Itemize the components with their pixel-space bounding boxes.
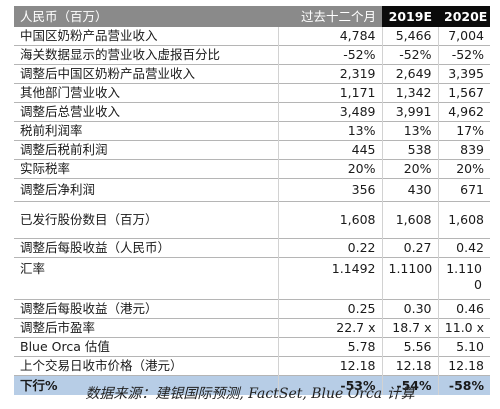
valuation-table: 人民币（百万） 过去十二个月 2019E 2020E 中国区奶粉产品营业收入 4… — [14, 6, 490, 395]
table-row: 已发行股份数目（百万） 1,608 1,608 1,608 — [14, 201, 490, 239]
cell-ttm: 1,171 — [277, 83, 382, 103]
cell-ttm: 0.22 — [277, 238, 382, 258]
cell-2020e: 11.0 x — [437, 318, 490, 338]
cell-2019e: -52% — [381, 45, 438, 65]
cell-2019e: 2,649 — [381, 64, 438, 84]
downside-2019e: -54% — [381, 375, 438, 395]
cell-2020e: 12.18 — [437, 356, 490, 376]
cell-2019e: 0.30 — [381, 299, 438, 319]
table-row: 上个交易日收市价格（港元） 12.18 12.18 12.18 — [14, 356, 490, 376]
cell-ttm: 20% — [277, 159, 382, 179]
cell-ttm: 13% — [277, 121, 382, 141]
table-row: 调整后每股收益（人民币） 0.22 0.27 0.42 — [14, 238, 490, 258]
cell-2020e: 7,004 — [437, 27, 490, 46]
table-row: 中国区奶粉产品营业收入 4,784 5,466 7,004 — [14, 27, 490, 46]
row-label: 中国区奶粉产品营业收入 — [20, 28, 158, 43]
cell-2020e: 1,567 — [437, 83, 490, 103]
cell-ttm: -52% — [277, 45, 382, 65]
row-label: Blue Orca 估值 — [20, 339, 110, 354]
cell-2019e: 20% — [381, 159, 438, 179]
row-label: 其他部门营业收入 — [20, 85, 121, 100]
cell-2020e: 1,608 — [437, 201, 490, 239]
header-currency: 人民币（百万） — [14, 6, 278, 27]
table-row: 海关数据显示的营业收入虚报百分比 -52% -52% -52% — [14, 45, 490, 65]
downside-2020e: -58% — [437, 375, 490, 395]
cell-2019e: 5,466 — [381, 27, 438, 46]
cell-2020e: 0.42 — [437, 238, 490, 258]
cell-ttm: 0.25 — [277, 299, 382, 319]
downside-row: 下行% -53% -54% -58% — [14, 375, 490, 395]
row-label: 调整后税前利润 — [20, 142, 108, 157]
cell-2020e: 20% — [437, 159, 490, 179]
cell-2019e: 13% — [381, 121, 438, 141]
row-label: 调整后净利润 — [20, 182, 96, 197]
cell-2020e: 4,962 — [437, 102, 490, 122]
row-label: 上个交易日收市价格（港元） — [20, 358, 183, 373]
cell-2019e: 1.1100 — [381, 257, 438, 300]
table-row: 实际税率 20% 20% 20% — [14, 159, 490, 179]
cell-ttm: 12.18 — [277, 356, 382, 376]
cell-2020e: 5.10 — [437, 337, 490, 357]
table-row: 调整后净利润 356 430 671 — [14, 178, 490, 202]
table-row: Blue Orca 估值 5.78 5.56 5.10 — [14, 337, 490, 357]
downside-ttm: -53% — [277, 375, 382, 395]
cell-2020e: 3,395 — [437, 64, 490, 84]
cell-2019e: 1,608 — [381, 201, 438, 239]
cell-ttm: 4,784 — [277, 27, 382, 46]
cell-ttm: 445 — [277, 140, 382, 160]
row-label: 汇率 — [20, 261, 46, 276]
header-2020e: 2020E — [438, 6, 490, 27]
header-2019e: 2019E — [382, 6, 438, 27]
cell-2020e: 839 — [437, 140, 490, 160]
cell-2020e: -52% — [437, 45, 490, 65]
table-row: 调整后中国区奶粉产品营业收入 2,319 2,649 3,395 — [14, 64, 490, 84]
row-label: 实际税率 — [20, 161, 71, 176]
header-row: 人民币（百万） 过去十二个月 2019E 2020E — [14, 6, 490, 27]
row-label: 已发行股份数目（百万） — [20, 212, 158, 227]
cell-2019e: 12.18 — [381, 356, 438, 376]
header-ttm: 过去十二个月 — [278, 6, 382, 27]
cell-ttm: 22.7 x — [277, 318, 382, 338]
cell-2020e: 1.1100 — [437, 257, 490, 300]
table-row: 汇率 1.1492 1.1100 1.1100 — [14, 257, 490, 300]
table-row: 调整后每股收益（港元） 0.25 0.30 0.46 — [14, 299, 490, 319]
cell-2019e: 3,991 — [381, 102, 438, 122]
cell-2020e: 0.46 — [437, 299, 490, 319]
row-label: 税前利润率 — [20, 123, 83, 138]
cell-2019e: 5.56 — [381, 337, 438, 357]
cell-2019e: 18.7 x — [381, 318, 438, 338]
source-note: 数据来源：建银国际预测, FactSet, Blue Orca 计算 — [85, 386, 415, 402]
cell-ttm: 1,608 — [277, 201, 382, 239]
row-label: 调整后每股收益（人民币） — [20, 240, 171, 255]
row-label: 调整后市盈率 — [20, 320, 96, 335]
cell-ttm: 3,489 — [277, 102, 382, 122]
row-label: 海关数据显示的营业收入虚报百分比 — [20, 47, 221, 62]
table-row: 税前利润率 13% 13% 17% — [14, 121, 490, 141]
row-label: 调整后中国区奶粉产品营业收入 — [20, 66, 196, 81]
downside-label: 下行% — [14, 375, 278, 395]
cell-ttm: 1.1492 — [277, 257, 382, 300]
row-label: 调整后每股收益（港元） — [20, 301, 158, 316]
table-row: 调整后总营业收入 3,489 3,991 4,962 — [14, 102, 490, 122]
table-row: 调整后税前利润 445 538 839 — [14, 140, 490, 160]
cell-2019e: 0.27 — [381, 238, 438, 258]
cell-2019e: 1,342 — [381, 83, 438, 103]
cell-2019e: 430 — [381, 178, 438, 202]
table-row: 调整后市盈率 22.7 x 18.7 x 11.0 x — [14, 318, 490, 338]
cell-ttm: 5.78 — [277, 337, 382, 357]
cell-2020e: 17% — [437, 121, 490, 141]
table-row: 其他部门营业收入 1,171 1,342 1,567 — [14, 83, 490, 103]
cell-ttm: 2,319 — [277, 64, 382, 84]
row-label: 调整后总营业收入 — [20, 104, 121, 119]
cell-2019e: 538 — [381, 140, 438, 160]
cell-2020e: 671 — [437, 178, 490, 202]
cell-ttm: 356 — [277, 178, 382, 202]
